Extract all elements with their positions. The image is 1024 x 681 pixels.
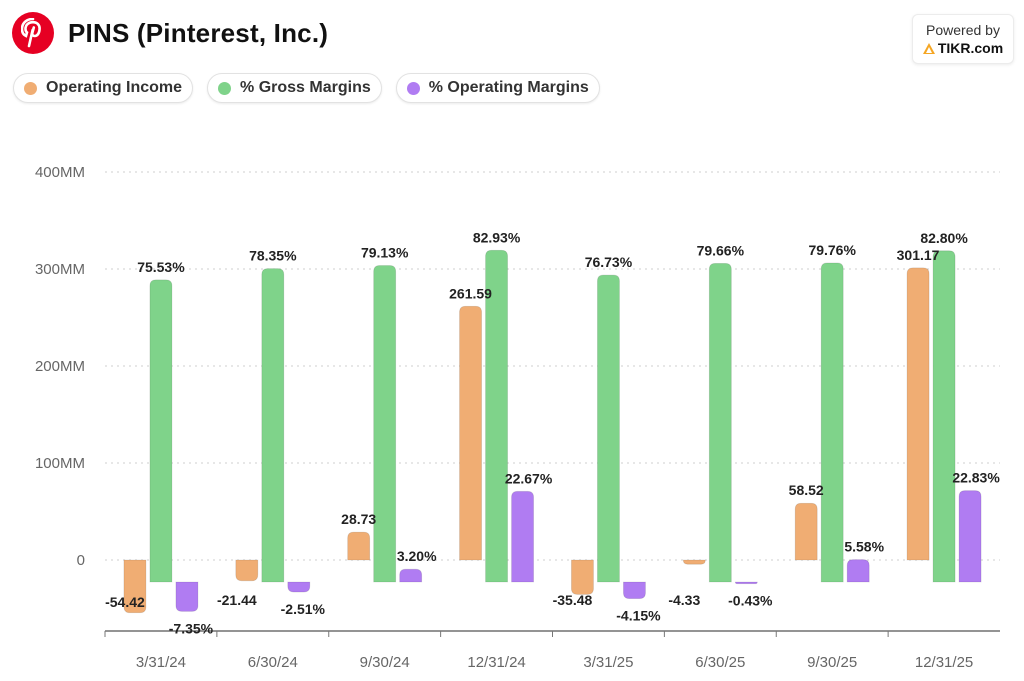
data-label-operating-income: -21.44 bbox=[217, 592, 257, 608]
bar-operating-income bbox=[235, 559, 259, 582]
data-label-gross-margin: 79.76% bbox=[808, 242, 856, 258]
bar-gross-margin bbox=[820, 262, 844, 583]
data-label-operating-income: 58.52 bbox=[789, 482, 824, 498]
data-label-operating-income: 301.17 bbox=[897, 247, 940, 263]
bar-operating-margin bbox=[287, 581, 311, 593]
bar-gross-margin bbox=[149, 279, 173, 583]
legend-label-gross-margins: % Gross Margins bbox=[240, 79, 371, 96]
bar-gross-margin bbox=[485, 249, 508, 583]
data-label-operating-margin: -0.43% bbox=[728, 593, 773, 609]
data-label-operating-margin: 22.67% bbox=[505, 470, 553, 486]
bar-operating-margin bbox=[734, 581, 758, 585]
chart-legend: Operating Income % Gross Margins % Opera… bbox=[13, 73, 600, 103]
data-label-gross-margin: 82.80% bbox=[920, 230, 968, 246]
data-label-operating-income: 261.59 bbox=[449, 285, 492, 301]
bar-operating-margin bbox=[399, 568, 423, 583]
x-tick-label: 6/30/25 bbox=[695, 654, 745, 671]
powered-by-badge[interactable]: Powered by TIKR.com bbox=[912, 14, 1014, 64]
tikr-triangle-icon bbox=[922, 42, 935, 54]
bar-operating-margin bbox=[958, 490, 982, 583]
bar-gross-margin bbox=[373, 265, 397, 583]
data-label-operating-income: -4.33 bbox=[668, 592, 700, 608]
data-label-gross-margin: 75.53% bbox=[137, 259, 185, 275]
bar-gross-margin bbox=[597, 274, 620, 583]
bar-gross-margin bbox=[932, 250, 956, 583]
data-label-operating-margin: -7.35% bbox=[169, 620, 214, 636]
bar-gross-margin bbox=[261, 268, 285, 583]
data-label-operating-margin: -2.51% bbox=[281, 601, 326, 617]
bar-operating-margin bbox=[511, 490, 534, 583]
y-tick-label: 100MM bbox=[35, 455, 85, 472]
pinterest-logo-icon bbox=[12, 12, 54, 54]
data-label-operating-income: 28.73 bbox=[341, 511, 376, 527]
y-tick-label: 300MM bbox=[35, 261, 85, 278]
bar-operating-income bbox=[347, 531, 371, 561]
bar-gross-margin bbox=[708, 262, 732, 583]
x-tick-label: 3/31/24 bbox=[136, 654, 186, 671]
x-tick-label: 12/31/25 bbox=[915, 654, 973, 671]
x-tick-label: 6/30/24 bbox=[248, 654, 298, 671]
legend-swatch-operating-income bbox=[24, 81, 37, 95]
bar-operating-income bbox=[459, 305, 482, 561]
legend-label-operating-margins: % Operating Margins bbox=[428, 79, 589, 96]
bar-operating-income bbox=[906, 267, 930, 561]
data-label-gross-margin: 82.93% bbox=[473, 229, 521, 245]
legend-label-operating-income: Operating Income bbox=[46, 79, 183, 96]
page-title: PINS (Pinterest, Inc.) bbox=[68, 17, 329, 48]
data-label-operating-margin: 3.20% bbox=[397, 548, 437, 564]
y-tick-label: 400MM bbox=[35, 164, 85, 181]
x-tick-label: 9/30/24 bbox=[360, 654, 410, 671]
bar-operating-income bbox=[123, 559, 147, 614]
data-label-gross-margin: 79.66% bbox=[697, 242, 745, 258]
tikr-brand-label: TIKR.com bbox=[937, 40, 1004, 56]
chart-header: PINS (Pinterest, Inc.) bbox=[12, 10, 328, 56]
legend-item-operating-income[interactable]: Operating Income bbox=[13, 73, 194, 103]
x-tick-label: 12/31/24 bbox=[467, 654, 525, 671]
data-label-operating-margin: 22.83% bbox=[952, 470, 1000, 486]
powered-by-label: Powered by bbox=[926, 22, 1000, 38]
bar-operating-income bbox=[794, 502, 818, 561]
powered-by-brand: TIKR.com bbox=[922, 39, 1004, 57]
data-label-gross-margin: 79.13% bbox=[361, 244, 409, 260]
bar-operating-margin bbox=[846, 559, 870, 583]
data-label-operating-income: -35.48 bbox=[553, 592, 593, 608]
y-tick-label: 0 bbox=[77, 552, 85, 569]
legend-swatch-gross-margins bbox=[218, 81, 232, 95]
data-label-operating-income: -54.42 bbox=[105, 594, 145, 610]
legend-item-operating-margins[interactable]: % Operating Margins bbox=[395, 73, 600, 103]
data-label-operating-margin: -4.15% bbox=[616, 608, 661, 624]
x-tick-label: 9/30/25 bbox=[807, 654, 857, 671]
data-label-operating-margin: 5.58% bbox=[844, 539, 884, 555]
bar-operating-margin bbox=[175, 581, 199, 612]
x-tick-label: 3/31/25 bbox=[583, 654, 633, 671]
bar-operating-income bbox=[571, 559, 594, 595]
data-label-gross-margin: 78.35% bbox=[249, 248, 297, 264]
legend-swatch-operating-margins bbox=[406, 81, 420, 95]
y-tick-label: 200MM bbox=[35, 358, 85, 375]
data-label-gross-margin: 76.73% bbox=[585, 254, 633, 270]
bar-operating-income bbox=[682, 559, 706, 565]
legend-item-gross-margins[interactable]: % Gross Margins bbox=[207, 73, 382, 103]
bar-operating-margin bbox=[623, 581, 646, 599]
